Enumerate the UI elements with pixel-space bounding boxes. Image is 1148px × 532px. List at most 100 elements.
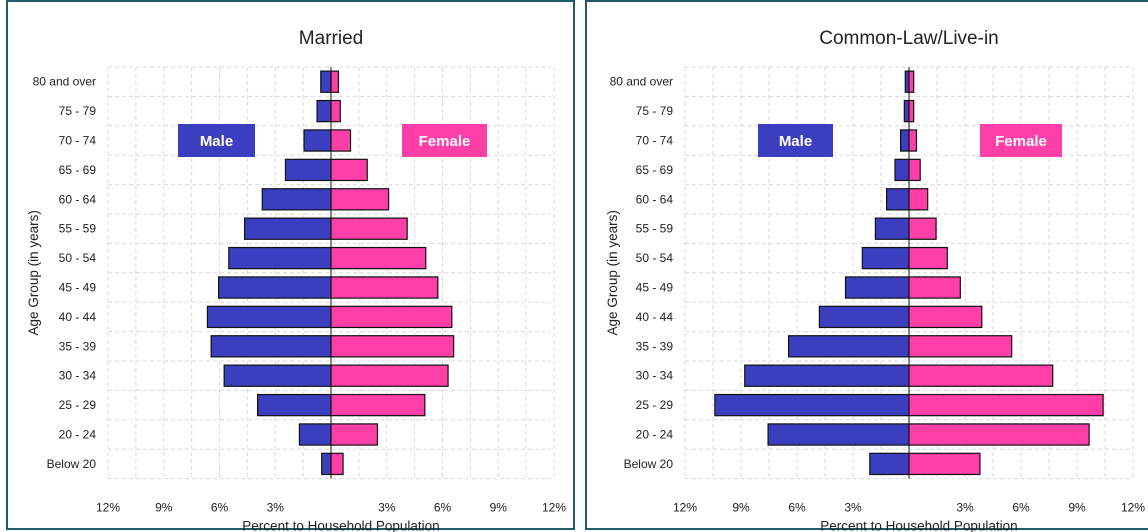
female-bar-75-79 <box>908 99 915 123</box>
age-group-label: 30 - 34 <box>59 369 97 383</box>
female-bar-40-44 <box>908 305 983 329</box>
male-bar-50-54 <box>861 246 910 270</box>
female-bar-65-69 <box>908 158 921 182</box>
female-bar-70-74 <box>908 129 918 152</box>
female-bar-80-and-over <box>908 70 915 93</box>
age-group-label: 35 - 39 <box>59 339 97 353</box>
x-axis-title: Percent to Household Population <box>242 519 439 532</box>
x-tick-label: 12% <box>96 501 120 515</box>
male-legend-label: Male <box>779 133 812 150</box>
age-group-label: 75 - 79 <box>59 104 97 118</box>
age-group-label: 25 - 29 <box>59 398 97 412</box>
female-bar-55-59 <box>330 217 408 240</box>
male-legend-box <box>758 124 833 157</box>
age-group-label: 30 - 34 <box>636 369 674 383</box>
male-bar-25-29 <box>714 393 910 417</box>
female-bar-70-74 <box>330 129 352 152</box>
age-group-label: 70 - 74 <box>636 134 674 148</box>
male-bar-below-20 <box>869 452 910 476</box>
female-bar-40-44 <box>330 305 453 329</box>
female-bar-20-24 <box>908 423 1090 446</box>
age-group-label: 65 - 69 <box>636 163 674 177</box>
x-tick-label: 12% <box>1121 501 1145 515</box>
age-group-label: 70 - 74 <box>59 134 97 148</box>
married-chart-panel: Married 80 and over 75 - 79 70 - 74 65 - 69 6… <box>6 0 575 532</box>
male-bar-35-39 <box>210 335 332 358</box>
female-bar-60-64 <box>908 188 929 211</box>
female-legend-box <box>402 124 487 157</box>
male-bar-60-64 <box>261 188 332 211</box>
male-bar-20-24 <box>298 423 332 446</box>
male-bar-65-69 <box>894 158 910 182</box>
female-bar-45-49 <box>330 276 439 299</box>
female-bar-35-39 <box>330 335 455 358</box>
male-bar-20-24 <box>767 423 910 446</box>
female-legend-box <box>980 124 1062 157</box>
age-group-label: 25 - 29 <box>636 398 674 412</box>
male-legend-label: Male <box>200 133 233 150</box>
male-bar-50-54 <box>228 246 332 270</box>
female-bar-50-54 <box>908 246 948 270</box>
age-group-label: 55 - 59 <box>59 222 97 236</box>
age-group-label: 50 - 54 <box>636 251 674 265</box>
age-group-label: 45 - 49 <box>59 281 97 295</box>
age-group-label: Below 20 <box>624 457 674 471</box>
y-axis-title: Age Group (in years) <box>26 210 41 335</box>
male-bar-70-74 <box>900 129 910 152</box>
age-group-label: 65 - 69 <box>59 163 97 177</box>
x-tick-label: 9% <box>732 501 750 515</box>
married-pyramid-chart: Married 80 and over 75 - 79 70 - 74 65 - 69 6… <box>26 28 566 532</box>
male-bar-75-79 <box>316 99 332 123</box>
female-bar-20-24 <box>330 423 379 446</box>
female-bar-25-29 <box>908 393 1104 417</box>
female-bar-45-49 <box>908 276 961 299</box>
age-group-label: 80 and over <box>33 75 96 89</box>
male-bar-65-69 <box>284 158 332 182</box>
male-bar-60-64 <box>886 188 910 211</box>
female-bar-55-59 <box>908 217 937 240</box>
age-group-label: 75 - 79 <box>636 104 674 118</box>
female-bar-30-34 <box>908 364 1054 387</box>
x-tick-label: 9% <box>1068 501 1086 515</box>
female-bar-below-20 <box>330 452 344 476</box>
male-bar-75-79 <box>903 99 910 123</box>
x-tick-label: 9% <box>490 501 508 515</box>
age-group-label: 60 - 64 <box>59 192 97 206</box>
x-tick-label: 6% <box>211 501 229 515</box>
x-tick-label: 6% <box>788 501 806 515</box>
female-bar-below-20 <box>908 452 981 476</box>
x-tick-label: 3% <box>378 501 396 515</box>
x-tick-label: 6% <box>1012 501 1030 515</box>
x-tick-label: 3% <box>956 501 974 515</box>
male-bar-25-29 <box>256 393 332 417</box>
age-group-label: Below 20 <box>47 457 97 471</box>
chart-title: Common-Law/Live-in <box>819 28 999 49</box>
age-group-label: 35 - 39 <box>636 339 674 353</box>
male-bar-below-20 <box>321 452 332 476</box>
age-group-label: 40 - 44 <box>636 310 674 324</box>
age-group-label: 20 - 24 <box>636 428 674 442</box>
female-bar-75-79 <box>330 99 341 123</box>
female-bar-60-64 <box>330 188 390 211</box>
y-axis-title: Age Group (in years) <box>605 210 620 335</box>
x-tick-label: 3% <box>844 501 862 515</box>
age-group-label: 40 - 44 <box>59 310 97 324</box>
age-group-label: 20 - 24 <box>59 428 97 442</box>
male-bar-55-59 <box>243 217 332 240</box>
male-bar-70-74 <box>303 129 332 152</box>
age-group-label: 60 - 64 <box>636 192 674 206</box>
age-group-label: 80 and over <box>610 75 673 89</box>
male-bar-40-44 <box>818 305 910 329</box>
age-group-label: 45 - 49 <box>636 281 674 295</box>
female-legend-label: Female <box>419 133 471 150</box>
age-group-label: 55 - 59 <box>636 222 674 236</box>
x-tick-label: 12% <box>542 501 566 515</box>
female-bar-30-34 <box>330 364 449 387</box>
x-tick-label: 3% <box>267 501 285 515</box>
age-group-label: 50 - 54 <box>59 251 97 265</box>
male-bar-40-44 <box>206 305 332 329</box>
male-bar-80-and-over <box>320 70 332 93</box>
common-law-pyramid-chart: Common-Law/Live-in 80 and over 75 - 79 70 -… <box>605 28 1145 532</box>
male-bar-55-59 <box>874 217 910 240</box>
male-bar-35-39 <box>788 335 910 358</box>
